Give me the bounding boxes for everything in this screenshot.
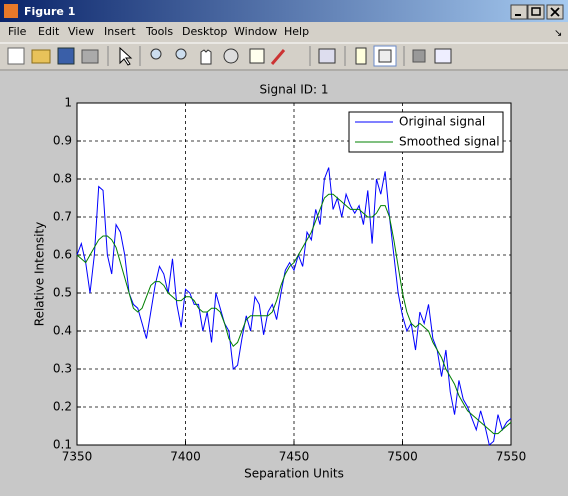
x-tick-label: 7550: [496, 450, 527, 464]
x-axis-label: Separation Units: [244, 467, 344, 481]
menu-item[interactable]: Help: [284, 25, 309, 38]
window-title: Figure 1: [24, 5, 75, 18]
plot: 7350 7400 7450 7500 7550 0.1 0.2 0.3 0.4 0.5 0.6 0.…: [53, 96, 526, 464]
minimize-button[interactable]: [510, 4, 528, 20]
edit-plot-button[interactable]: [119, 46, 133, 66]
window-controls: [510, 4, 564, 20]
x-tick-label: 7500: [387, 450, 418, 464]
menu-item[interactable]: Desktop: [182, 25, 227, 38]
rotate-button[interactable]: [223, 48, 239, 64]
maximize-button[interactable]: [527, 4, 545, 20]
colorbar-button[interactable]: [355, 47, 367, 65]
link-button[interactable]: [318, 48, 336, 64]
series-line: [76, 193, 512, 435]
save-button[interactable]: [57, 47, 75, 65]
series-line: [76, 167, 512, 446]
y-tick-label: 0.7: [53, 210, 72, 224]
legend-label: Original signal: [399, 115, 485, 129]
axes-box: [76, 102, 512, 446]
legend-label: Smoothed signal: [399, 135, 500, 149]
y-tick-label: 0.8: [53, 172, 72, 186]
menu-item[interactable]: Insert: [104, 25, 136, 38]
legend-box: [348, 111, 504, 153]
zoom-out-button[interactable]: [175, 48, 187, 60]
menu-item[interactable]: View: [68, 25, 94, 38]
zoom-in-button[interactable]: [150, 48, 162, 60]
menu-item[interactable]: File: [8, 25, 27, 38]
y-axis-label: Relative Intensity: [33, 222, 47, 326]
show-tools-button[interactable]: [434, 48, 452, 64]
hide-tools-button[interactable]: [412, 49, 426, 63]
menu-item[interactable]: Tools: [145, 25, 173, 38]
menu-item[interactable]: Edit: [38, 25, 60, 38]
app-icon: [4, 4, 18, 18]
new-figure-button[interactable]: [7, 47, 25, 65]
y-tick-label: 0.9: [53, 134, 72, 148]
maximize-glyph: [531, 7, 541, 16]
title-bar: [0, 0, 568, 22]
chart-title: Signal ID: 1: [260, 83, 329, 97]
y-tick-label: 0.5: [53, 286, 72, 300]
y-tick-label: 0.3: [53, 362, 72, 376]
data-cursor-button[interactable]: [249, 48, 265, 64]
menu-arrow: ↘: [554, 28, 562, 39]
close-glyph: [550, 7, 560, 17]
print-button[interactable]: [81, 49, 99, 64]
y-tick-label: 0.6: [53, 248, 72, 262]
y-tick-label: 1: [64, 96, 72, 110]
menu-item[interactable]: Window: [234, 25, 277, 38]
x-tick-label: 7450: [279, 450, 310, 464]
menu-bar: File Edit View Insert Tools Desktop Window Help: [8, 25, 309, 38]
pan-button[interactable]: [200, 49, 212, 65]
x-tick-label: 7350: [62, 450, 93, 464]
y-tick-label: 0.4: [53, 324, 72, 338]
brush-button[interactable]: [270, 49, 286, 65]
legend-glyph: [378, 49, 392, 63]
y-tick-label: 0.1: [53, 438, 72, 452]
y-tick-label: 0.2: [53, 400, 72, 414]
x-tick-label: 7400: [170, 450, 201, 464]
toolbar: [7, 45, 452, 67]
open-button[interactable]: [31, 49, 51, 64]
